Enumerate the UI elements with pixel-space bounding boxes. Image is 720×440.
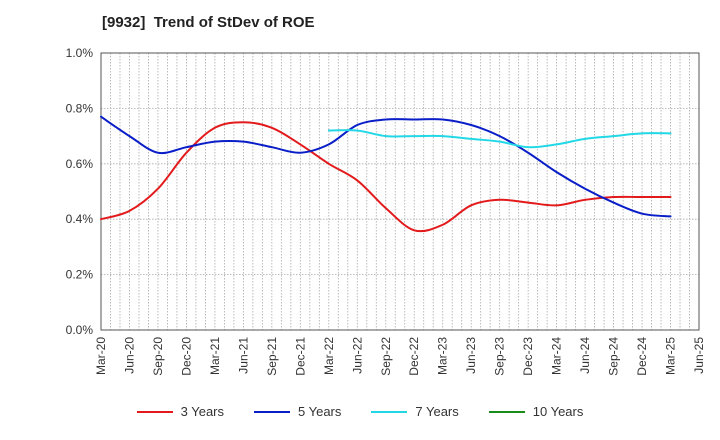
x-tick-label: Mar-25 (664, 337, 678, 375)
plot-area (101, 53, 699, 330)
legend-item: 5 Years (254, 404, 341, 419)
y-tick-label: 0.2% (66, 268, 94, 282)
x-tick-label: Sep-20 (151, 337, 165, 376)
legend-item: 7 Years (371, 404, 459, 419)
y-tick-label: 0.0% (66, 323, 94, 337)
x-tick-label: Sep-22 (379, 337, 393, 376)
legend-swatch (488, 410, 525, 413)
x-tick-label: Jun-23 (464, 337, 478, 374)
x-tick-label: Dec-23 (521, 337, 535, 376)
legend-swatch (371, 410, 408, 413)
x-tick-label: Mar-20 (94, 337, 108, 375)
x-tick-label: Sep-21 (265, 337, 279, 376)
x-tick-label: Dec-22 (407, 337, 421, 376)
x-tick-label: Dec-21 (293, 337, 307, 376)
x-tick-label: Mar-22 (322, 337, 336, 375)
tick-labels: 0.0% 0.2% 0.4% 0.6% 0.8% 1.0% Mar-20 Jun-20 Sep-… (66, 46, 706, 376)
series-line-5-years (100, 115, 672, 218)
x-tick-label: Sep-23 (493, 337, 507, 376)
x-tick-label: Jun-22 (350, 337, 364, 374)
grid-lines (101, 53, 699, 330)
y-tick-label: 0.6% (66, 157, 94, 171)
x-tick-label: Mar-21 (208, 337, 222, 375)
legend-label: 7 Years (415, 404, 459, 419)
y-tick-label: 0.4% (66, 212, 94, 226)
x-tick-label: Jun-21 (236, 337, 250, 374)
x-tick-label: Dec-20 (179, 337, 193, 376)
series-line-7-years (327, 129, 672, 149)
x-tick-label: Dec-24 (635, 337, 649, 376)
legend-item: 3 Years (136, 404, 224, 419)
series-lines (100, 115, 672, 233)
legend-label: 10 Years (532, 404, 584, 419)
legend-label: 3 Years (180, 404, 224, 419)
legend-item: 10 Years (488, 404, 584, 419)
x-tick-label: Sep-24 (607, 337, 621, 376)
legend-label: 5 Years (298, 404, 342, 419)
x-tick-label: Jun-24 (578, 337, 592, 374)
chart-title: [9932] Trend of StDev of ROE (102, 14, 315, 31)
legend: 3 Years 5 Years 7 Years 10 Years (0, 404, 720, 419)
plot-border (100, 52, 700, 331)
axes (100, 52, 700, 331)
x-tick-label: Jun-20 (122, 337, 136, 374)
series-line-3-years (100, 121, 672, 233)
x-tick-label: Mar-23 (436, 337, 450, 375)
y-tick-label: 1.0% (66, 46, 94, 60)
legend-swatch (136, 410, 173, 413)
x-tick-label: Mar-24 (550, 337, 564, 375)
y-tick-label: 0.8% (66, 101, 94, 115)
legend-swatch (254, 410, 290, 413)
x-tick-label: Jun-25 (692, 337, 706, 374)
